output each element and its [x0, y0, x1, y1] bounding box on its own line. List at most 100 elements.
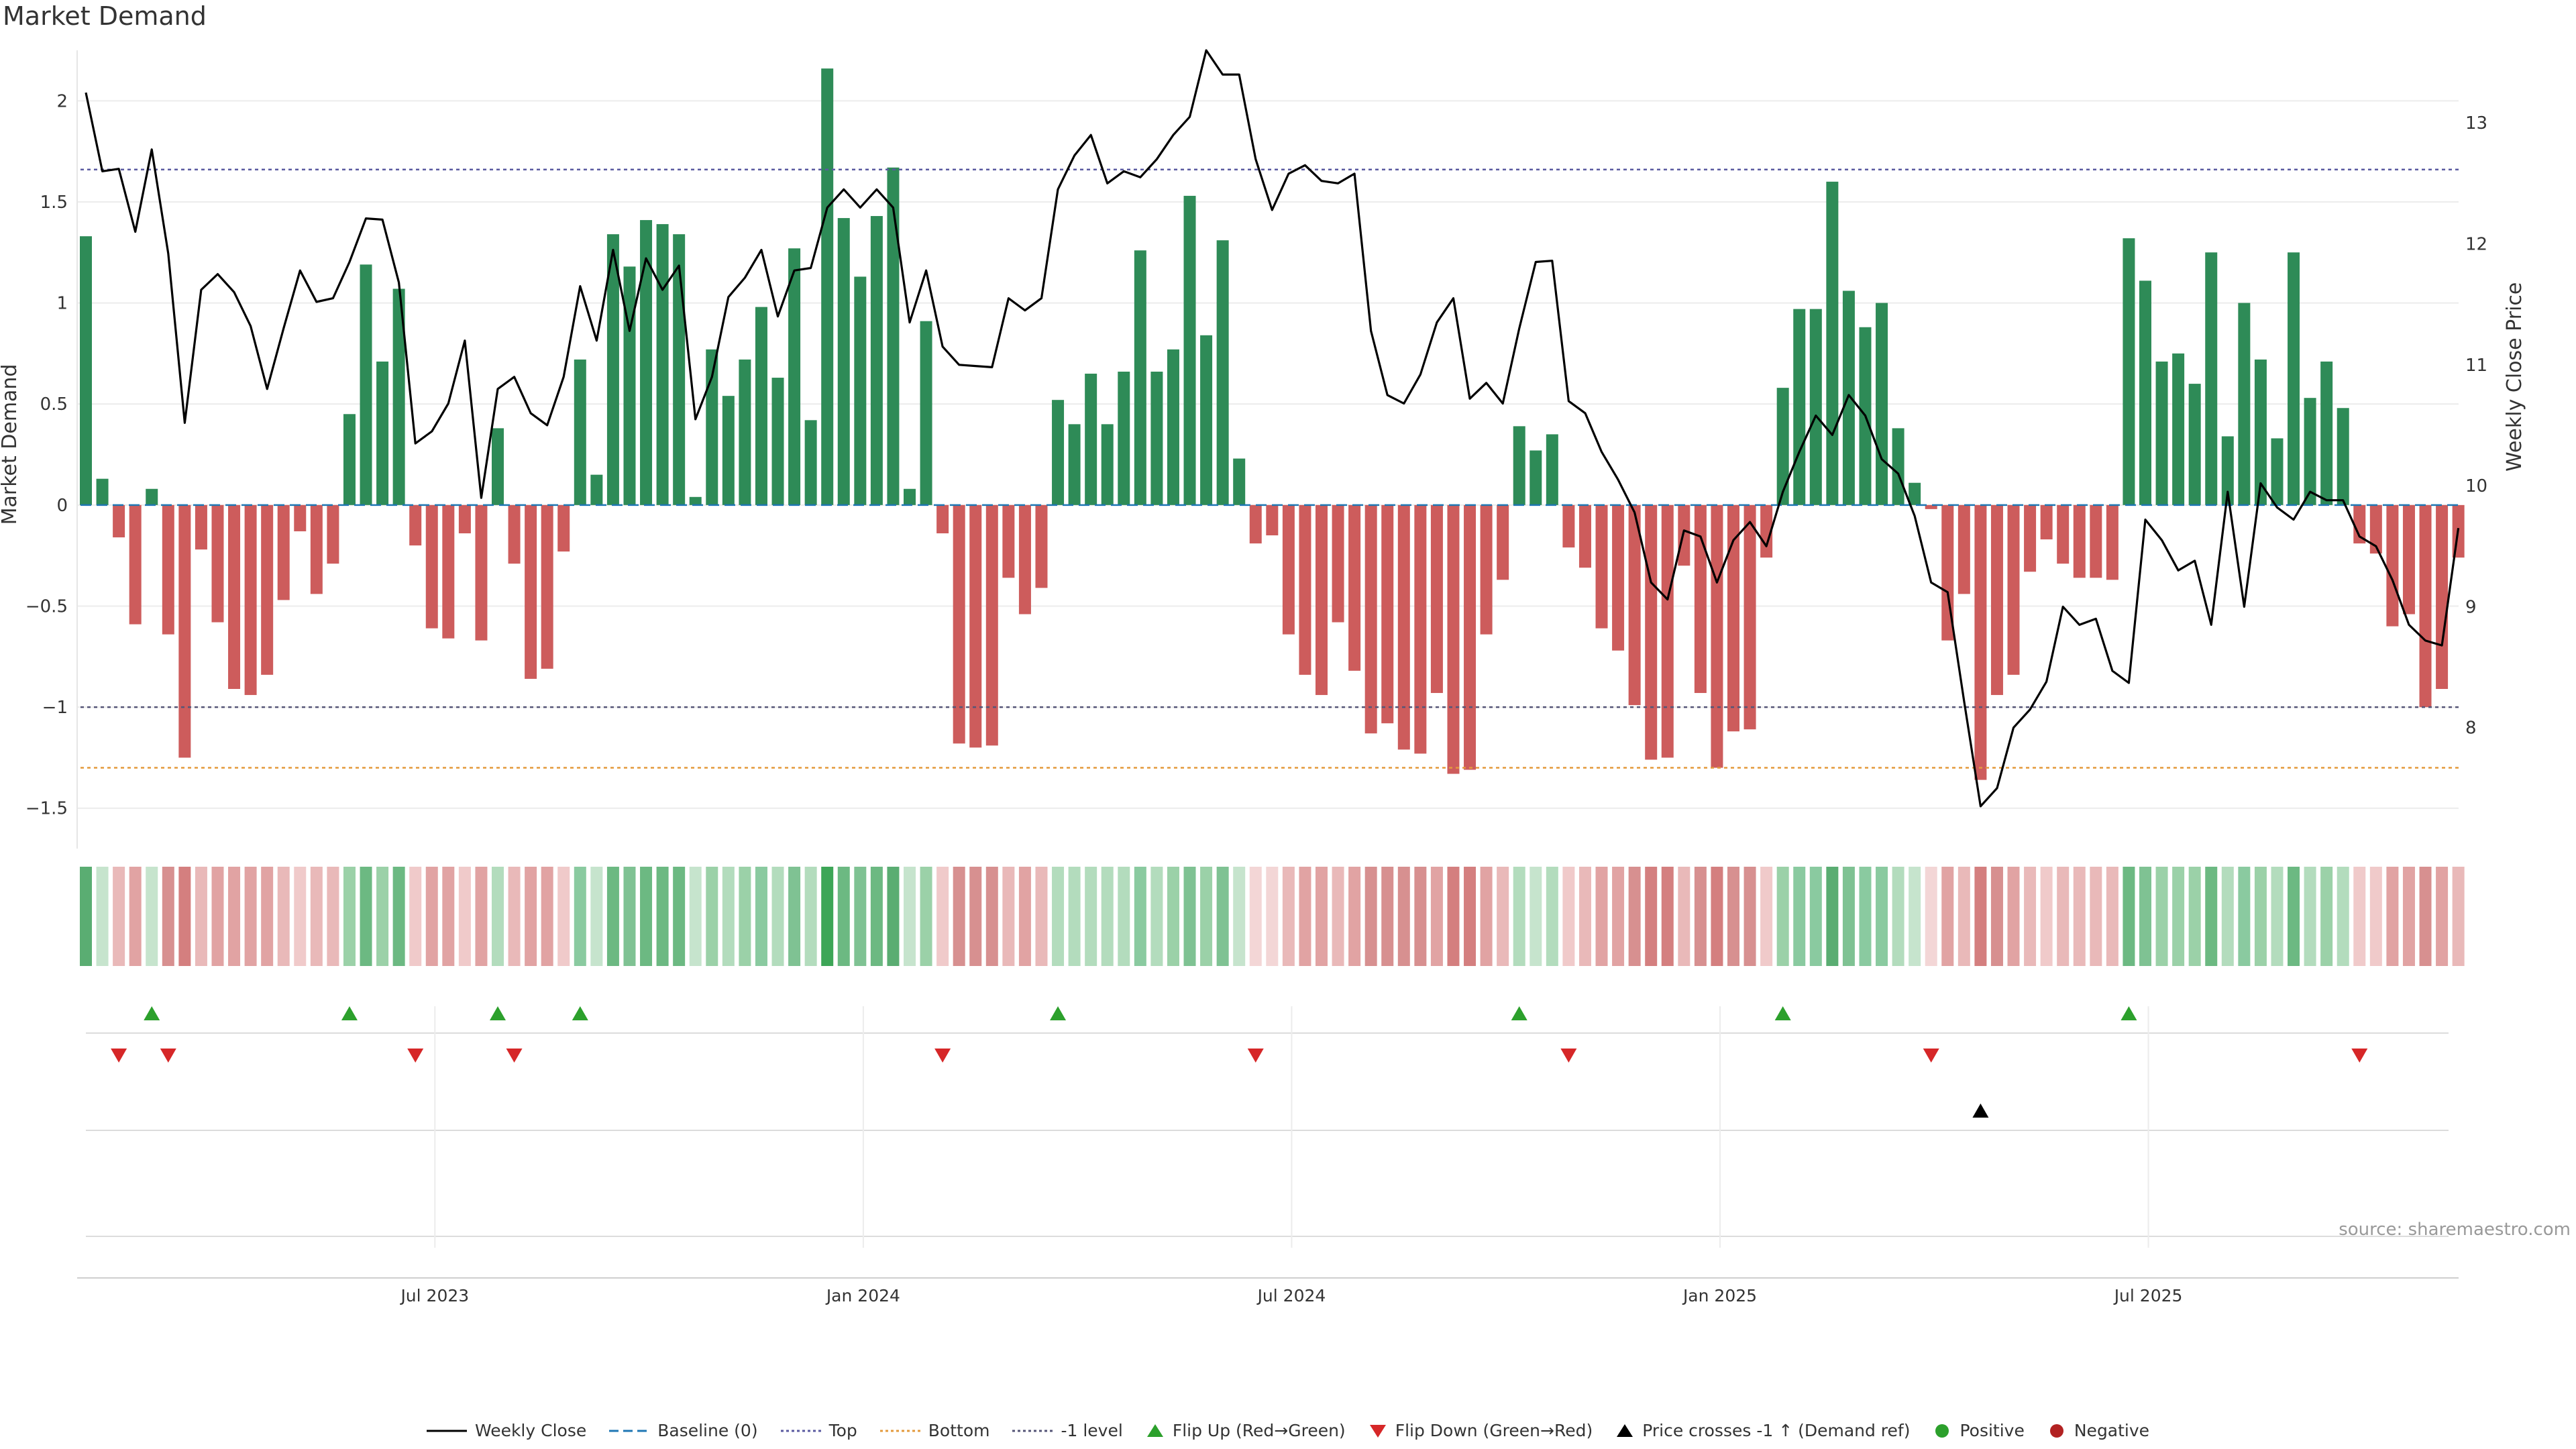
y-axis-label: Market Demand: [0, 364, 21, 525]
demand-bar: [1397, 504, 1410, 750]
strip-cell: [804, 867, 817, 966]
strip-cell: [1529, 867, 1542, 966]
demand-bar: [1167, 349, 1179, 505]
strip-cell: [590, 867, 603, 966]
event-markers: [111, 1006, 2368, 1118]
strip-cell: [821, 867, 834, 966]
demand-bar: [2221, 436, 2234, 505]
flip-down-marker: [160, 1049, 176, 1063]
demand-bar: [1266, 504, 1279, 536]
demand-bar: [623, 266, 636, 505]
strip-cell: [920, 867, 932, 966]
demand-bar: [162, 504, 174, 635]
chart-legend: Weekly Close Baseline (0) Top Bottom -1 leve…: [0, 1421, 2576, 1440]
strip-cell: [1990, 867, 2003, 966]
demand-bar: [2123, 238, 2135, 505]
strip-cell: [2254, 867, 2267, 966]
demand-bar: [1809, 309, 1822, 505]
demand-bar: [195, 504, 207, 550]
demand-bar: [343, 414, 356, 505]
demand-bar: [2386, 504, 2399, 627]
strip-cell: [887, 867, 900, 966]
demand-bar: [755, 307, 767, 505]
demand-bar: [294, 504, 307, 532]
strip-cell: [2172, 867, 2185, 966]
demand-bar: [1200, 335, 1213, 505]
demand-bar: [310, 504, 323, 594]
strip-cell: [1876, 867, 1888, 966]
strip-cell: [706, 867, 718, 966]
strip-cell: [837, 867, 850, 966]
legend-triangle: [1146, 1424, 1163, 1437]
strip-cell: [1776, 867, 1789, 966]
y-tick-label: −0.5: [25, 596, 68, 616]
strip-cell: [1513, 867, 1525, 966]
strip-cell: [656, 867, 669, 966]
legend-symbol: [426, 1430, 467, 1432]
strip-cell: [1249, 867, 1262, 966]
demand-bar: [1925, 504, 1937, 509]
demand-bar: [2402, 504, 2415, 614]
demand-bar: [1612, 504, 1625, 651]
strip-cell: [936, 867, 949, 966]
strip-cell: [854, 867, 867, 966]
legend-item: Negative: [2047, 1421, 2149, 1440]
flip-up-marker: [144, 1006, 160, 1020]
strip-cell: [1052, 867, 1065, 966]
strip-cell: [113, 867, 125, 966]
demand-bar: [1018, 504, 1031, 614]
strip-cell: [458, 867, 471, 966]
demand-bar: [1957, 504, 1970, 594]
demand-bar: [788, 248, 801, 505]
strip-cell: [442, 867, 455, 966]
demand-bar: [1876, 303, 1888, 505]
axes: −1.5 −1 −0.5 0 0.5 1 1.5 2 Market Demand 8 9 10 11 12…: [0, 50, 2526, 1305]
strip-cell: [2353, 867, 2366, 966]
demand-bar: [1842, 290, 1855, 505]
legend-symbol: [609, 1430, 650, 1432]
demand-bar: [409, 504, 422, 546]
strip-cell: [1546, 867, 1558, 966]
legend-triangle: [1369, 1424, 1386, 1438]
demand-bar: [640, 220, 653, 505]
strip-cell: [2452, 867, 2465, 966]
demand-bar: [837, 218, 850, 505]
flip-down-marker: [506, 1049, 523, 1063]
legend-symbol: [2049, 1424, 2063, 1438]
strip-cell: [80, 867, 92, 966]
strip-cell: [360, 867, 372, 966]
demand-bar: [1546, 434, 1558, 505]
y2-tick-label: 13: [2465, 113, 2487, 133]
demand-bar: [1414, 504, 1427, 754]
demand-bar: [870, 216, 883, 505]
demand-bar: [2073, 504, 2086, 578]
strip-cell: [2221, 867, 2234, 966]
demand-bars: [80, 68, 2465, 780]
x-tick-label: Jul 2025: [2113, 1286, 2183, 1305]
demand-bar: [1678, 504, 1690, 566]
flip-up-marker: [341, 1006, 358, 1020]
strip-cell: [2271, 867, 2284, 966]
strip-cell: [1183, 867, 1196, 966]
strip-cell: [1628, 867, 1641, 966]
strip-cell: [2402, 867, 2415, 966]
legend-label: Negative: [2074, 1421, 2150, 1440]
strip-cell: [1711, 867, 1723, 966]
legend-label: Positive: [1960, 1421, 2025, 1440]
demand-bar: [1035, 504, 1048, 588]
demand-bar: [178, 504, 191, 758]
demand-bar: [1364, 504, 1377, 734]
strip-cell: [525, 867, 537, 966]
legend-item: Weekly Close: [426, 1421, 586, 1440]
demand-bar: [1216, 240, 1229, 505]
flip-down-marker: [1560, 1049, 1577, 1063]
demand-bar: [2040, 504, 2053, 540]
strip-cell: [2419, 867, 2432, 966]
strip-cell: [1661, 867, 1674, 966]
x-tick-label: Jan 2024: [825, 1286, 900, 1305]
demand-bar: [771, 378, 784, 505]
demand-bar: [211, 504, 224, 623]
legend-label: Top: [828, 1421, 857, 1440]
strip-cell: [870, 867, 883, 966]
reference-lines: [80, 168, 2459, 769]
